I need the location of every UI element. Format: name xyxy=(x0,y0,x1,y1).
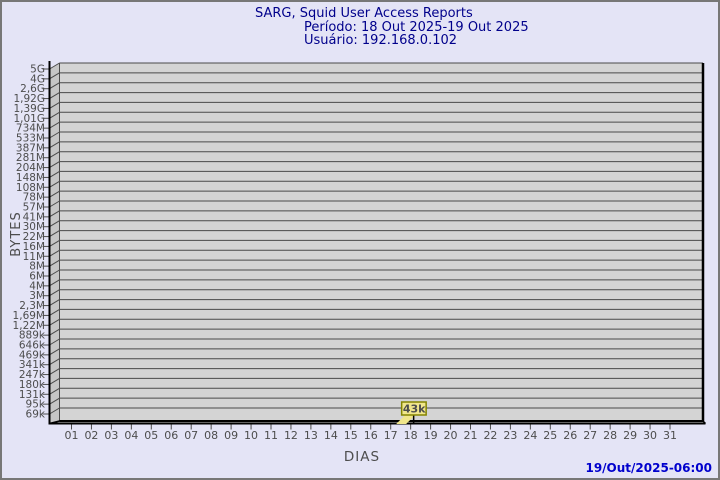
svg-text:18: 18 xyxy=(404,429,418,442)
svg-text:5G: 5G xyxy=(30,64,45,76)
svg-text:387M: 387M xyxy=(16,142,45,154)
svg-text:02: 02 xyxy=(84,429,98,442)
svg-text:2,6G: 2,6G xyxy=(20,83,45,95)
svg-text:1,69M: 1,69M xyxy=(13,310,45,322)
svg-text:20: 20 xyxy=(444,429,458,442)
svg-text:6M: 6M xyxy=(29,270,45,282)
svg-text:05: 05 xyxy=(144,429,158,442)
svg-text:341k: 341k xyxy=(19,359,46,371)
svg-text:180k: 180k xyxy=(19,379,46,391)
svg-text:131k: 131k xyxy=(19,389,46,401)
svg-text:41M: 41M xyxy=(23,211,45,223)
svg-text:247k: 247k xyxy=(19,369,46,381)
value-flag-label: 43k xyxy=(403,403,426,416)
svg-text:204M: 204M xyxy=(16,162,45,174)
svg-text:23: 23 xyxy=(503,429,517,442)
svg-text:69k: 69k xyxy=(26,408,46,420)
svg-text:281M: 281M xyxy=(16,152,45,164)
svg-text:3M: 3M xyxy=(29,290,45,302)
svg-text:06: 06 xyxy=(164,429,178,442)
svg-text:07: 07 xyxy=(184,429,198,442)
chart-title: SARG, Squid User Access Reports xyxy=(255,6,473,21)
svg-text:21: 21 xyxy=(464,429,478,442)
svg-text:14: 14 xyxy=(324,429,338,442)
svg-text:1,22M: 1,22M xyxy=(13,320,45,332)
svg-text:646k: 646k xyxy=(19,339,46,351)
svg-text:24: 24 xyxy=(523,429,537,442)
svg-text:12: 12 xyxy=(284,429,298,442)
svg-text:16M: 16M xyxy=(23,241,45,253)
svg-text:1,39G: 1,39G xyxy=(13,103,45,115)
svg-text:95k: 95k xyxy=(26,399,46,411)
svg-text:78M: 78M xyxy=(23,192,45,204)
svg-text:1,01G: 1,01G xyxy=(13,113,45,125)
svg-text:4G: 4G xyxy=(30,73,45,85)
svg-text:13: 13 xyxy=(304,429,318,442)
svg-text:889k: 889k xyxy=(19,330,46,342)
svg-text:03: 03 xyxy=(104,429,118,442)
svg-text:22M: 22M xyxy=(23,231,45,243)
chart-subtitle-period: Período: 18 Out 2025-19 Out 2025 xyxy=(304,20,529,35)
svg-text:16: 16 xyxy=(364,429,378,442)
svg-text:533M: 533M xyxy=(16,132,45,144)
svg-text:22: 22 xyxy=(483,429,497,442)
svg-text:10: 10 xyxy=(244,429,258,442)
svg-text:8M: 8M xyxy=(29,261,45,273)
x-axis-title: DIAS xyxy=(343,449,381,465)
chart-subtitle-user: Usuário: 192.168.0.102 xyxy=(304,33,458,48)
flag-ribbon xyxy=(396,415,416,424)
svg-text:11: 11 xyxy=(264,429,278,442)
svg-text:26: 26 xyxy=(563,429,577,442)
svg-text:09: 09 xyxy=(224,429,238,442)
svg-text:30: 30 xyxy=(643,429,657,442)
svg-text:2,3M: 2,3M xyxy=(19,300,45,312)
svg-text:25: 25 xyxy=(543,429,557,442)
svg-text:4M: 4M xyxy=(29,280,45,292)
svg-text:469k: 469k xyxy=(19,349,46,361)
svg-text:734M: 734M xyxy=(16,123,45,135)
footer-timestamp: 19/Out/2025-06:00 xyxy=(585,461,712,475)
svg-text:17: 17 xyxy=(384,429,398,442)
svg-text:27: 27 xyxy=(583,429,597,442)
svg-text:29: 29 xyxy=(623,429,637,442)
svg-text:148M: 148M xyxy=(16,172,45,184)
svg-text:01: 01 xyxy=(65,429,79,442)
svg-text:57M: 57M xyxy=(23,201,45,213)
svg-text:30M: 30M xyxy=(23,221,45,233)
svg-text:108M: 108M xyxy=(16,182,45,194)
svg-text:15: 15 xyxy=(344,429,358,442)
svg-text:1,92G: 1,92G xyxy=(13,93,45,105)
svg-text:31: 31 xyxy=(663,429,677,442)
svg-text:28: 28 xyxy=(603,429,617,442)
svg-text:08: 08 xyxy=(204,429,218,442)
value-flag xyxy=(400,401,427,416)
svg-text:04: 04 xyxy=(124,429,138,442)
svg-text:11M: 11M xyxy=(23,251,45,263)
svg-text:19: 19 xyxy=(424,429,438,442)
